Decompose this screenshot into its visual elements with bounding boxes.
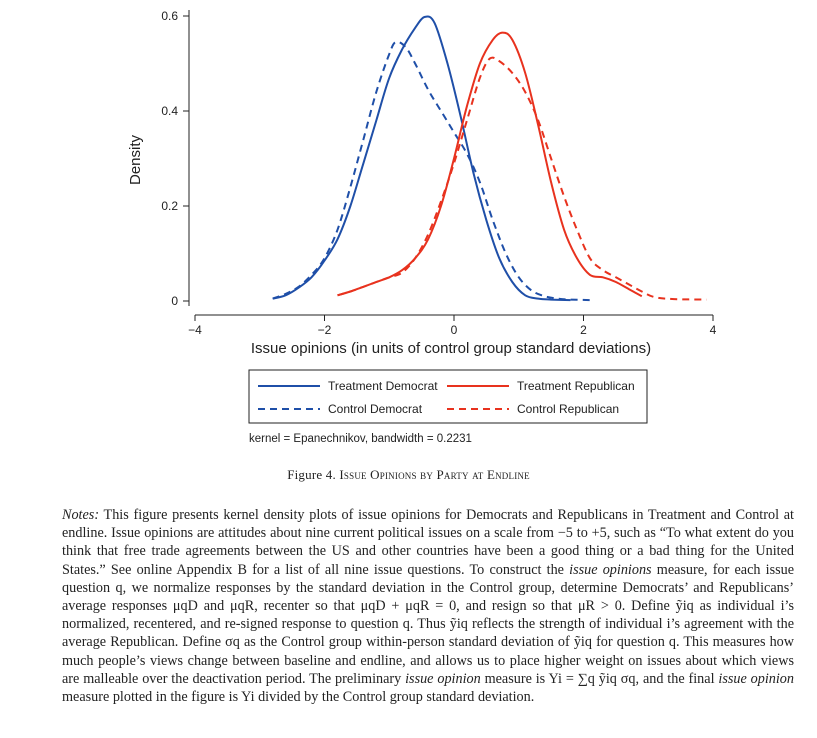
x-ticks: −4 −2 0 2 4 [188,315,717,337]
density-figure: 0 0.2 0.4 0.6 −4 −2 0 2 4 Density Issue opinion… [127,9,717,445]
y-tick-label: 0.4 [161,104,178,118]
legend-label-treatment-democrat: Treatment Democrat [328,379,438,393]
series-line-treatment-republican [337,31,643,298]
legend-box [248,369,648,424]
y-tick-label: 0 [171,294,178,308]
legend-label-treatment-republican: Treatment Republican [517,379,635,393]
y-tick-label: 0.6 [161,9,178,23]
notes-text-1: This figure presents kernel density plot… [62,507,794,578]
x-tick-label: 2 [580,323,587,337]
series-line-treatment-democrat [272,15,571,302]
y-axis-label: Density [127,134,144,185]
notes-issue-opinion-3: issue opinion [718,670,794,687]
kernel-note: kernel = Epanechnikov, bandwidth = 0.223… [249,433,472,445]
notes-text-3: measure is Yi = ∑q ỹiq σq, and the final [484,670,715,687]
notes-text-2: measure, for each issue question q, we n… [62,561,795,687]
figure-notes: Notes: This figure presents kernel densi… [62,506,794,706]
series-layer [272,15,707,302]
notes-issue-opinion-2: issue opinion [405,670,481,687]
legend-label-control-democrat: Control Democrat [328,402,423,416]
figure-caption: Figure 4. Issue Opinions by Party at End… [0,467,817,483]
x-tick-label: 4 [710,323,717,337]
figure-caption-label: Figure 4. [287,467,336,482]
x-tick-label: −2 [318,323,332,337]
x-tick-label: −4 [188,323,202,337]
y-tick-label: 0.2 [161,199,178,213]
y-ticks: 0 0.2 0.4 0.6 [161,9,189,308]
legend: Treatment Democrat Treatment Republican … [248,369,648,424]
notes-issue-opinions-1: issue opinions [569,561,652,578]
x-axis-label: Issue opinions (in units of control grou… [251,340,651,357]
x-tick-label: 0 [451,323,458,337]
series-line-control-democrat [272,40,591,302]
legend-label-control-republican: Control Republican [517,402,619,416]
notes-label: Notes: [62,507,100,523]
series-line-control-republican [337,56,707,301]
figure-caption-title: Issue Opinions by Party at Endline [339,467,530,482]
notes-text-4: measure plotted in the figure is Yi divi… [62,689,535,706]
